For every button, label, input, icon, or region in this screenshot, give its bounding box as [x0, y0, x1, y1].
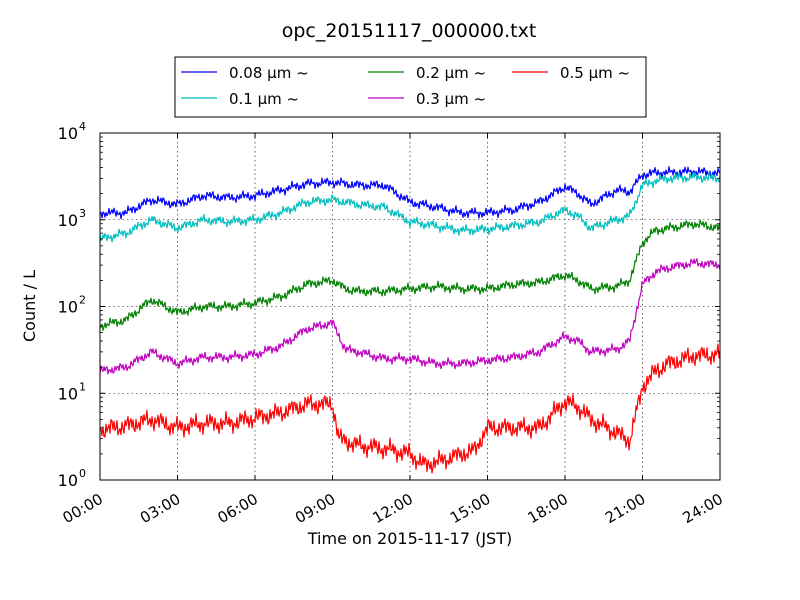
axis-ticks	[99, 132, 721, 481]
chart-title: opc_20151117_000000.txt	[282, 20, 537, 42]
y-tick-label-base: 10	[58, 211, 78, 230]
legend-label: 0.1 μm ~	[229, 90, 299, 108]
y-tick-label-exponent: 1	[79, 380, 86, 393]
series-line	[99, 166, 721, 220]
series-lines	[99, 166, 721, 474]
legend-label: 0.5 μm ~	[560, 64, 630, 82]
y-tick-label-exponent: 3	[79, 207, 86, 220]
legend: 0.08 μm ~ 0.1 μm ~ 0.2 μm ~ 0.3 μm ~ 0.5 μm …	[174, 56, 647, 118]
y-tick-label-base: 10	[58, 298, 78, 317]
legend-label: 0.3 μm ~	[416, 90, 486, 108]
y-tick-label-base: 10	[58, 384, 78, 403]
legend-label: 0.08 μm ~	[229, 64, 309, 82]
y-tick-label-base: 10	[58, 471, 78, 490]
y-tick-label-exponent: 4	[79, 120, 86, 133]
x-axis-label: Time on 2015-11-17 (JST)	[307, 529, 512, 548]
series-line	[99, 219, 721, 331]
series-line	[99, 343, 721, 474]
legend-frame	[174, 56, 647, 118]
series-line	[99, 258, 721, 375]
series-line	[99, 172, 721, 243]
legend-label: 0.2 μm ~	[416, 64, 486, 82]
y-tick-label-exponent: 0	[79, 467, 86, 480]
y-tick-label-base: 10	[58, 124, 78, 143]
y-tick-label-exponent: 2	[79, 294, 86, 307]
y-axis-label: Count / L	[20, 270, 39, 342]
